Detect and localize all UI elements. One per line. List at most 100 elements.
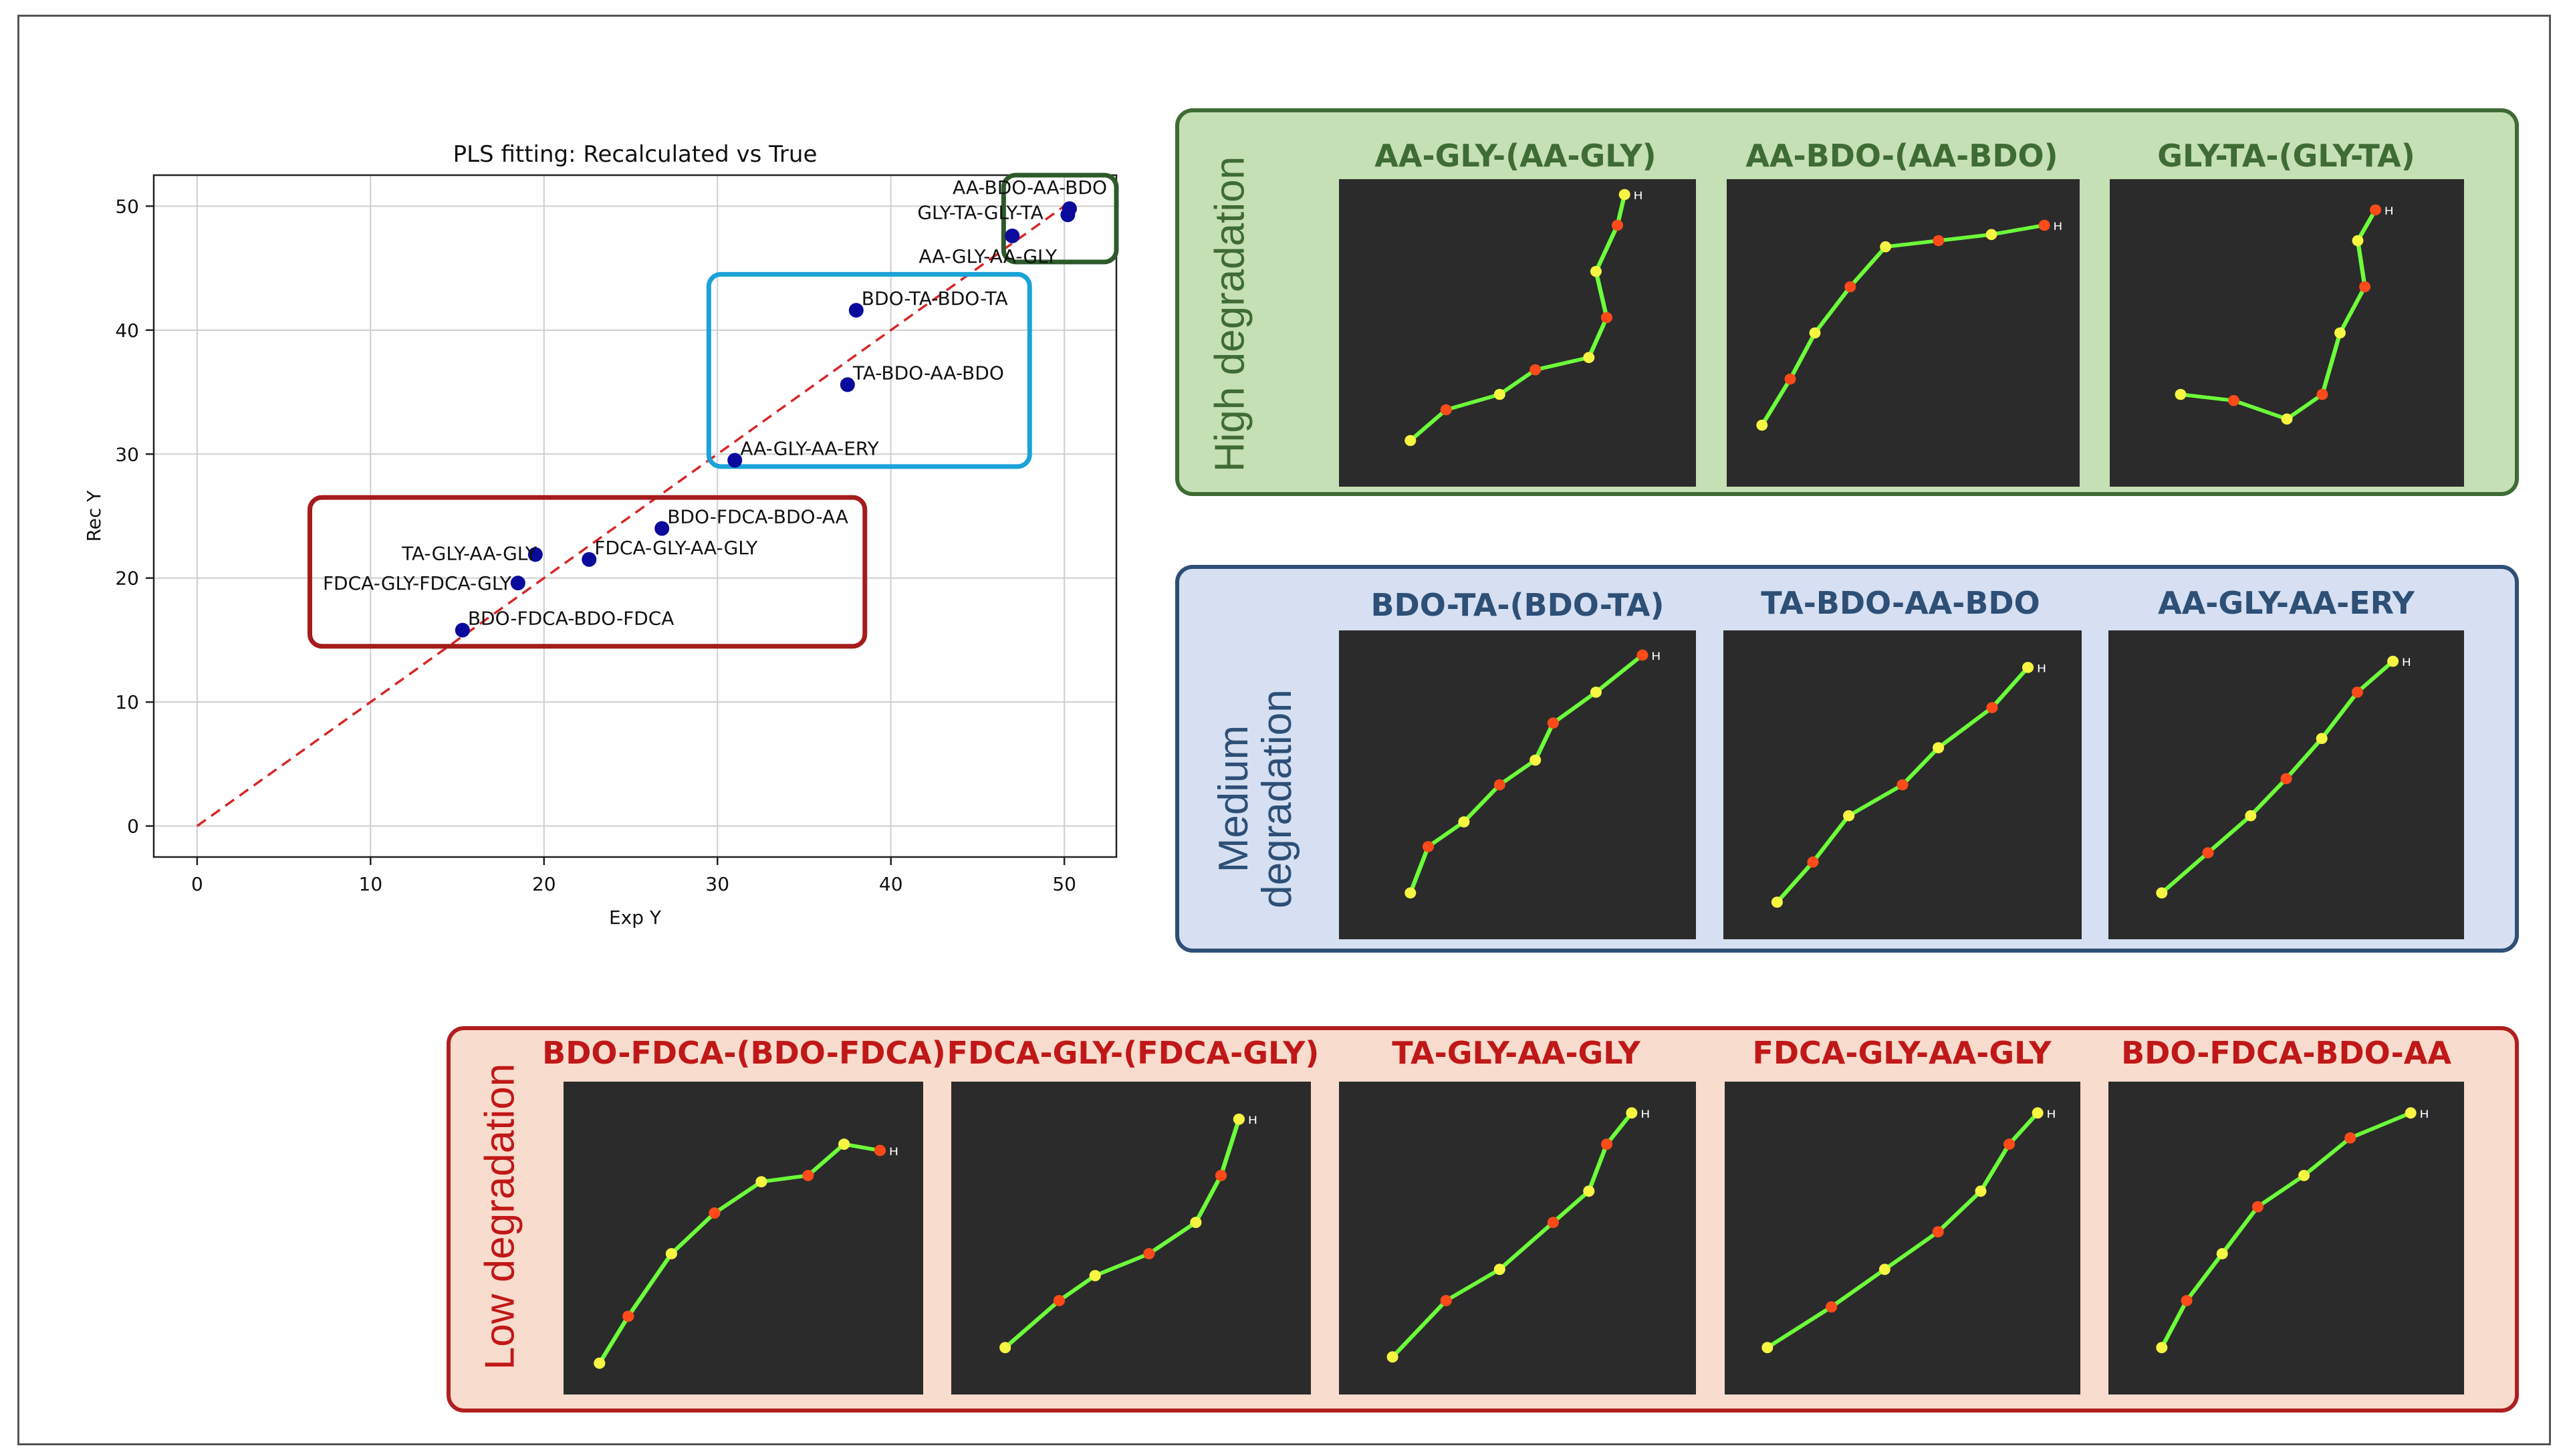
data-point: [510, 576, 525, 591]
molecule-bond-chain: [1390, 1112, 1634, 1358]
molecule-atom: [2351, 687, 2363, 698]
molecule-label: TA-GLY-AA-GLY: [1392, 1035, 1640, 1071]
highlight-box-high: [1001, 172, 1119, 265]
data-point: [455, 622, 470, 638]
data-point: [582, 552, 597, 567]
molecule-atom: [2228, 394, 2239, 406]
point-label: FDCA-GLY-AA-GLY: [594, 537, 758, 559]
molecule-atom: [1933, 235, 1945, 247]
molecule-svg: H: [594, 1138, 898, 1369]
highlight-box-medium: [706, 271, 1032, 469]
molecule-label: BDO-TA-(BDO-TA): [1370, 587, 1665, 623]
molecule-atom: [1880, 241, 1892, 253]
molecule-atom: [2202, 847, 2214, 858]
molecule-svg: H: [1756, 219, 2062, 431]
molecule-atom: [2405, 1107, 2417, 1119]
molecule-atom: [1844, 281, 1856, 293]
molecule-atom: [1547, 717, 1559, 729]
molecule-render: H: [2108, 630, 2464, 939]
molecule-label: BDO-FDCA-(BDO-FDCA): [542, 1035, 946, 1071]
molecule-label: FDCA-GLY-AA-GLY: [1752, 1035, 2052, 1071]
hydrogen-label: H: [1640, 1108, 1650, 1121]
molecule-atom: [2334, 327, 2346, 339]
hydrogen-label: H: [2384, 205, 2394, 218]
hydrogen-label: H: [2420, 1108, 2429, 1121]
molecule-atom: [1590, 265, 1602, 277]
hydrogen-label: H: [889, 1146, 898, 1159]
molecule-render: H: [2110, 179, 2464, 487]
molecule-atom: [1784, 373, 1796, 385]
hydrogen-label: H: [2046, 1108, 2056, 1121]
data-point: [848, 303, 864, 318]
molecule-atom: [2003, 1138, 2015, 1150]
molecule-atom: [2175, 388, 2187, 400]
high-degradation-title: High degradation: [1207, 156, 1253, 473]
pls-scatter-chart: 0 10 20 30 40 50 0 10 20 30 40 50 PLS fitting: Recal…: [83, 141, 1119, 929]
medium-title-line2: degradation: [1254, 689, 1300, 908]
point-label: TA-BDO-AA-BDO: [852, 362, 1004, 384]
molecule-atom: [1843, 810, 1855, 822]
molecule-atom: [1975, 1185, 1987, 1197]
molecule-atom: [2281, 413, 2293, 425]
molecule-atom: [1530, 364, 1542, 376]
reference-line: [196, 205, 1066, 828]
molecule-atom: [755, 1176, 767, 1188]
molecule-svg: H: [2156, 655, 2411, 899]
molecule-atom: [2316, 388, 2328, 400]
molecule-atom: [1636, 649, 1648, 661]
molecule-atom: [1600, 312, 1613, 324]
molecule-atom: [2156, 887, 2168, 899]
hydrogen-label: H: [1248, 1114, 1257, 1127]
y-tick-label: 40: [115, 320, 139, 342]
molecule-atom: [1404, 435, 1417, 447]
molecule-atom: [1493, 1263, 1505, 1276]
point-label: AA-GLY-AA-ERY: [740, 438, 879, 460]
molecule-svg: H: [1386, 1107, 1650, 1363]
molecule-svg: H: [1404, 649, 1661, 899]
hydrogen-label: H: [1651, 650, 1661, 663]
molecule-atom: [1404, 887, 1417, 899]
molecule-atom: [1089, 1269, 1101, 1282]
molecule-atom: [1233, 1113, 1245, 1125]
molecule-atom: [1215, 1169, 1227, 1181]
molecule-atom: [1611, 219, 1624, 231]
molecule-atom: [1985, 229, 1997, 241]
y-tick-label: 30: [115, 443, 139, 465]
molecule-atom: [1809, 327, 1821, 339]
point-label: TA-GLY-AA-GLY: [401, 542, 537, 564]
molecule-atom: [2359, 281, 2371, 293]
data-point: [527, 547, 543, 562]
x-tick-label: 20: [532, 873, 556, 895]
molecule-svg: H: [1404, 189, 1643, 447]
molecule-atom: [1826, 1301, 1838, 1313]
molecule-render: H: [1339, 1082, 1696, 1394]
molecule-atom: [1422, 841, 1435, 852]
molecule-atom: [1933, 742, 1945, 753]
medium-degradation-title: Medium degradation: [1211, 689, 1300, 908]
x-tick-label: 40: [879, 873, 903, 895]
molecule-atom: [594, 1357, 606, 1369]
molecule-svg: H: [1771, 662, 2046, 908]
molecule-atom: [1756, 419, 1768, 431]
molecule-atom: [1986, 702, 1998, 713]
molecule-svg: H: [1761, 1107, 2056, 1354]
data-point: [654, 521, 670, 536]
molecule-atom: [999, 1342, 1011, 1354]
molecule-label: FDCA-GLY-(FDCA-GLY): [947, 1035, 1320, 1071]
chart-title: PLS fitting: Recalculated vs True: [453, 141, 818, 168]
x-tick-label: 10: [359, 873, 383, 895]
molecule-atom: [1493, 388, 1505, 400]
molecule-label: TA-BDO-AA-BDO: [1761, 585, 2040, 621]
molecule-svg: H: [2156, 1107, 2429, 1354]
molecule-atom: [2181, 1295, 2193, 1307]
plot-frame: [152, 174, 1118, 858]
molecule-render: H: [951, 1082, 1311, 1394]
molecule-atom: [2316, 733, 2328, 745]
molecule-atom: [1530, 754, 1542, 766]
data-point: [1060, 207, 1076, 223]
molecule-atom: [802, 1169, 814, 1181]
molecule-atom: [2156, 1342, 2168, 1354]
molecule-atom: [2387, 655, 2399, 667]
molecule-atom: [2352, 235, 2364, 247]
point-label: BDO-FDCA-BDO-FDCA: [468, 608, 675, 630]
